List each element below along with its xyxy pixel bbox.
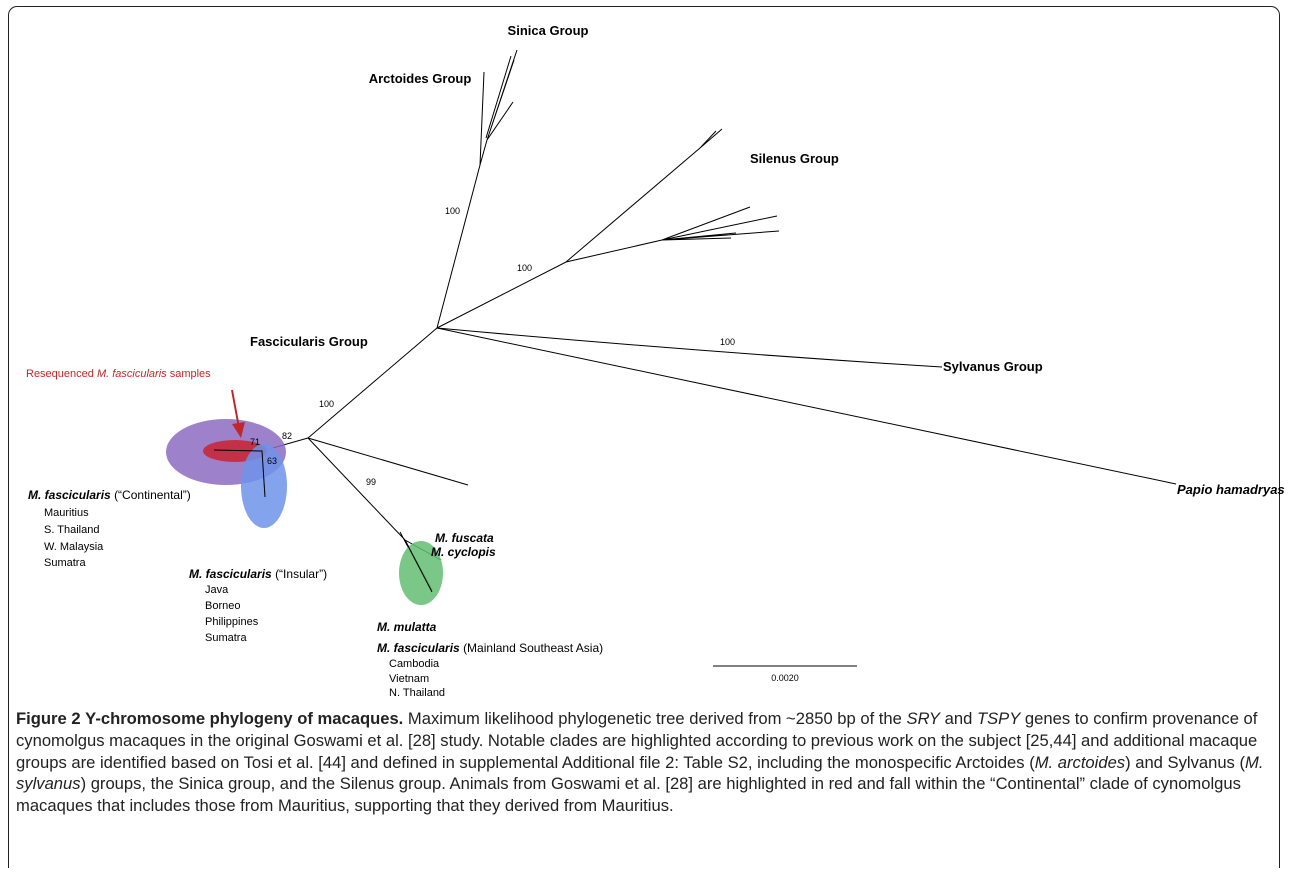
highlight-mainland bbox=[399, 541, 443, 605]
bootstrap: 100 bbox=[445, 206, 460, 216]
location: Philippines bbox=[205, 616, 259, 628]
bootstrap: 100 bbox=[720, 337, 735, 347]
group-label: Sylvanus Group bbox=[943, 359, 1043, 374]
location: N. Thailand bbox=[389, 687, 445, 699]
branch-sylvanus bbox=[436, 327, 943, 368]
location: Java bbox=[205, 584, 229, 596]
tree-branches bbox=[213, 49, 1177, 591]
species-label: M. cyclopis bbox=[431, 545, 496, 559]
clade-heading: M. fascicularis (“Insular”) bbox=[189, 567, 327, 581]
branch-silenus bbox=[436, 128, 780, 329]
caption-text: and bbox=[944, 709, 973, 728]
group-label: Sinica Group bbox=[508, 23, 589, 38]
location: Mauritius bbox=[44, 507, 89, 519]
clade-species: M. fascicularis bbox=[28, 488, 111, 502]
annotation-species: M. fascicularis bbox=[97, 368, 167, 380]
clade-qualifier: (“Continental”) bbox=[114, 488, 191, 502]
caption-text: genes to confirm provenance of cynomolgu… bbox=[16, 709, 1258, 772]
clade-heading: M. fascicularis (“Continental”) bbox=[28, 488, 191, 502]
clade-heading: M. fascicularis (Mainland Southeast Asia… bbox=[377, 641, 603, 655]
caption-gene: TSPY bbox=[976, 709, 1021, 728]
location: Borneo bbox=[205, 600, 240, 612]
caption-text: Maximum likelihood phylogenetic tree der… bbox=[407, 709, 902, 728]
annotation-text: samples bbox=[170, 368, 211, 380]
location: Vietnam bbox=[389, 673, 429, 685]
branch-sinica-arctoides bbox=[436, 49, 518, 329]
arrow-head bbox=[232, 422, 245, 438]
caption-text: ) groups, the Sinica group, and the Sile… bbox=[16, 774, 1241, 816]
location: Cambodia bbox=[389, 658, 440, 670]
clade-qualifier: (Mainland Southeast Asia) bbox=[463, 641, 603, 655]
bootstrap: 71 bbox=[250, 437, 260, 447]
scale-bar-label: 0.0020 bbox=[771, 673, 799, 683]
group-label: Silenus Group bbox=[750, 151, 839, 166]
caption-species: M. arctoides bbox=[1034, 752, 1126, 772]
group-label: Fascicularis Group bbox=[250, 334, 368, 349]
phylogeny: Sinica Group Arctoides Group Silenus Gro… bbox=[26, 23, 1285, 699]
annotation: Resequenced M. fascicularis samples bbox=[26, 368, 211, 380]
clade-qualifier: (“Insular”) bbox=[275, 567, 327, 581]
caption-species: M. sylvanus bbox=[16, 752, 1264, 794]
branch-overlay bbox=[213, 449, 266, 498]
clade-species: M. fascicularis bbox=[189, 567, 272, 581]
arrow-shaft bbox=[231, 389, 240, 429]
location: W. Malaysia bbox=[44, 541, 104, 553]
location: S. Thailand bbox=[44, 524, 99, 536]
caption-gene: SRY bbox=[906, 709, 941, 728]
branch-papio bbox=[436, 327, 1177, 485]
species-label: M. mulatta bbox=[377, 620, 437, 634]
figure-frame bbox=[8, 6, 1280, 868]
caption-title: Y-chromosome phylogeny of macaques. bbox=[85, 709, 404, 728]
bootstrap: 63 bbox=[267, 456, 277, 466]
caption-text: ) and Sylvanus ( bbox=[1125, 752, 1245, 772]
figure-caption: Figure 2 Y-chromosome phylogeny of macaq… bbox=[16, 708, 1284, 817]
branch-overlay bbox=[404, 539, 433, 593]
location: Sumatra bbox=[205, 632, 247, 644]
outgroup-label: Papio hamadryas bbox=[1177, 482, 1285, 497]
annotation-text: Resequenced bbox=[26, 368, 94, 380]
location: Sumatra bbox=[44, 557, 86, 569]
species-label: M. fuscata bbox=[435, 531, 494, 545]
bootstrap: 100 bbox=[517, 263, 532, 273]
bootstrap: 100 bbox=[319, 399, 334, 409]
caption-label: Figure 2 bbox=[16, 709, 81, 728]
clade-species: M. fascicularis bbox=[377, 641, 460, 655]
bootstrap: 99 bbox=[366, 477, 376, 487]
bootstrap: 82 bbox=[282, 431, 292, 441]
group-label: Arctoides Group bbox=[369, 71, 472, 86]
